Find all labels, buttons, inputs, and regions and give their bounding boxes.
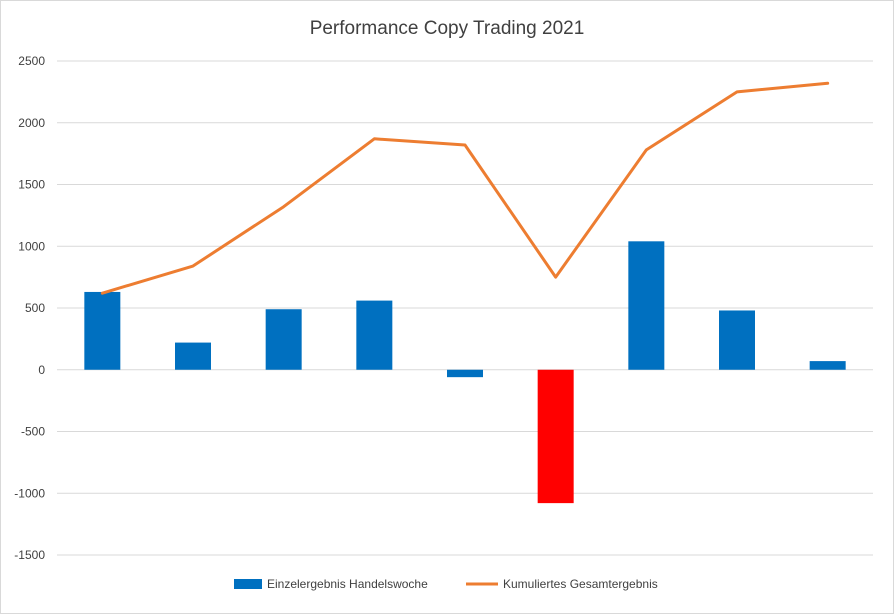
y-tick-label: 500 bbox=[25, 301, 45, 315]
bar bbox=[809, 361, 846, 370]
bar bbox=[628, 241, 665, 370]
y-tick-label: 0 bbox=[38, 363, 45, 377]
bar bbox=[175, 342, 211, 370]
legend: Einzelergebnis Handelswoche Kumuliertes G… bbox=[234, 577, 658, 591]
bar bbox=[447, 369, 483, 378]
bar bbox=[84, 291, 121, 370]
y-tick-label: -1000 bbox=[14, 486, 45, 500]
y-tick-label: -1500 bbox=[14, 548, 45, 562]
y-axis-ticks: 2500 2000 1500 1000 500 0 -500 -1000 -1500 bbox=[14, 54, 45, 562]
y-tick-label: 2000 bbox=[18, 116, 45, 130]
bar bbox=[537, 369, 574, 504]
line-series bbox=[100, 81, 830, 295]
y-tick-label: 2500 bbox=[18, 54, 45, 68]
legend-label-line: Kumuliertes Gesamtergebnis bbox=[503, 577, 658, 591]
y-tick-label: 1500 bbox=[18, 178, 45, 192]
bar bbox=[719, 310, 755, 370]
y-tick-label: -500 bbox=[21, 425, 45, 439]
bar-series bbox=[84, 241, 846, 504]
legend-swatch-bar bbox=[234, 579, 262, 589]
y-tick-label: 1000 bbox=[18, 239, 45, 253]
chart-title: Performance Copy Trading 2021 bbox=[309, 18, 585, 39]
legend-label-bar: Einzelergebnis Handelswoche bbox=[267, 577, 428, 591]
gridlines bbox=[57, 60, 873, 556]
series-line bbox=[100, 81, 830, 295]
bar bbox=[265, 309, 302, 370]
bar bbox=[356, 300, 393, 370]
